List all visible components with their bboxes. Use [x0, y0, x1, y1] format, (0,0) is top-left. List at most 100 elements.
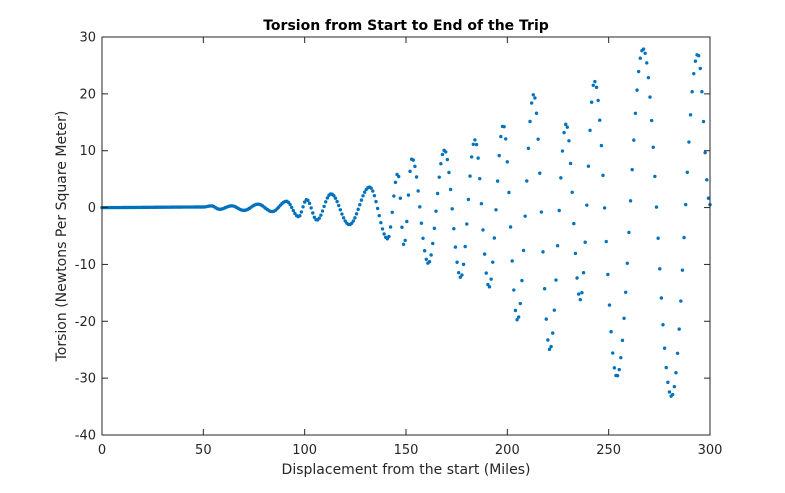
data-point	[468, 174, 472, 178]
data-point	[377, 213, 381, 218]
data-point	[615, 373, 620, 378]
data-point	[469, 155, 474, 159]
data-point	[466, 197, 471, 202]
data-point	[429, 253, 433, 257]
data-point	[387, 234, 391, 239]
data-point	[651, 145, 655, 149]
data-point	[445, 157, 450, 162]
data-point	[706, 196, 711, 200]
data-point	[604, 239, 608, 244]
data-point	[400, 225, 404, 229]
data-point	[421, 236, 425, 241]
data-point	[474, 142, 479, 147]
data-point	[312, 215, 317, 220]
data-point	[375, 206, 380, 211]
data-point	[418, 205, 422, 209]
data-point	[513, 308, 518, 313]
data-point	[654, 205, 659, 209]
data-point	[687, 140, 691, 144]
data-point	[674, 371, 678, 375]
data-point	[298, 214, 302, 218]
data-point	[476, 156, 480, 160]
data-point	[309, 206, 313, 210]
data-point	[622, 316, 626, 320]
data-point	[599, 143, 604, 148]
data-point	[619, 355, 623, 360]
data-point	[510, 259, 514, 263]
data-point	[677, 327, 681, 331]
data-point	[645, 61, 649, 65]
data-point	[311, 211, 315, 215]
data-point	[358, 202, 362, 207]
data-point	[664, 365, 668, 370]
data-point	[307, 201, 312, 206]
data-point	[413, 164, 417, 169]
data-point	[354, 212, 359, 216]
data-point	[675, 351, 680, 355]
x-axis-ticks: 0 50 100 150 200 250 300	[98, 37, 722, 458]
y-tick-label: -30	[75, 372, 96, 387]
x-axis-label: Displacement from the start (Miles)	[282, 462, 531, 478]
data-point	[335, 199, 339, 204]
data-point	[401, 242, 406, 247]
data-point	[505, 160, 510, 164]
data-point	[484, 271, 488, 275]
data-point	[487, 285, 492, 289]
data-point	[525, 179, 529, 183]
data-point	[679, 299, 683, 303]
data-point	[576, 292, 581, 296]
data-point	[531, 93, 535, 97]
data-point	[507, 190, 511, 195]
data-point	[555, 244, 560, 248]
data-point	[337, 203, 341, 208]
data-point	[301, 205, 305, 209]
data-point	[492, 236, 497, 240]
data-point	[369, 186, 373, 190]
data-point	[427, 260, 432, 264]
data-point	[648, 95, 652, 99]
data-point	[646, 75, 651, 80]
data-point	[659, 296, 664, 300]
data-point	[332, 194, 336, 198]
data-point	[607, 303, 612, 307]
data-point	[656, 236, 660, 240]
data-point	[461, 262, 466, 267]
data-point	[649, 118, 654, 123]
data-point	[643, 51, 647, 55]
data-point	[374, 199, 378, 204]
data-points	[100, 47, 712, 398]
data-point	[299, 210, 304, 214]
data-point	[398, 196, 403, 200]
data-point	[620, 338, 625, 343]
data-point	[583, 240, 587, 244]
data-point	[471, 142, 475, 146]
data-point	[701, 119, 706, 124]
data-point	[632, 138, 636, 142]
data-point	[432, 226, 437, 231]
data-point	[333, 196, 338, 200]
data-point	[594, 85, 599, 90]
data-point	[533, 96, 537, 100]
data-point	[585, 203, 589, 207]
data-point	[473, 138, 477, 142]
data-point	[528, 119, 532, 124]
data-point	[338, 208, 343, 212]
data-point	[392, 194, 396, 198]
data-point	[408, 169, 412, 174]
data-point	[439, 162, 443, 166]
data-point	[406, 193, 411, 197]
data-point	[672, 384, 677, 389]
data-point	[482, 252, 487, 256]
data-point	[638, 56, 642, 60]
data-point	[450, 207, 454, 211]
data-point	[437, 175, 441, 179]
data-point	[508, 225, 513, 229]
data-point	[463, 244, 467, 249]
data-point	[479, 201, 484, 206]
data-point	[504, 137, 508, 141]
data-point	[481, 228, 485, 232]
data-point	[680, 268, 685, 272]
data-point	[372, 193, 377, 198]
data-point	[422, 249, 427, 253]
